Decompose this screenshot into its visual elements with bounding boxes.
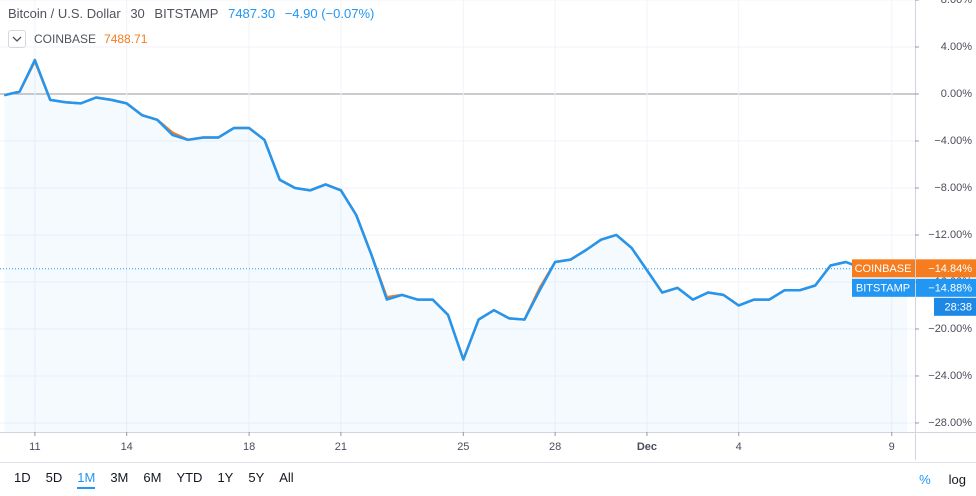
y-tick-label: 8.00%: [941, 0, 972, 6]
bottom-toolbar: 1D 5D 1M 3M 6M YTD 1Y 5Y All % log: [0, 462, 976, 496]
y-tick-label: −4.00%: [934, 135, 972, 147]
series-line: [4, 58, 908, 361]
scale-buttons: % log: [901, 472, 966, 487]
x-tick-label: 21: [335, 441, 347, 453]
compare-price: 7488.71: [104, 32, 148, 46]
range-button[interactable]: 3M: [110, 470, 129, 485]
change: −4.90 (−0.07%): [284, 6, 375, 21]
range-button[interactable]: 1Y: [217, 470, 234, 485]
x-tick-label: Dec: [637, 441, 657, 453]
last-value-tag: [916, 259, 976, 278]
range-button[interactable]: 6M: [143, 470, 162, 485]
y-tick-label: −20.00%: [928, 323, 972, 335]
last-value-tag: [916, 278, 976, 297]
range-button[interactable]: YTD: [176, 470, 203, 485]
scale-button[interactable]: log: [948, 472, 966, 487]
last-value-label: −14.88%: [928, 283, 972, 295]
x-tick-label: 25: [457, 441, 469, 453]
x-tick-label: 28: [549, 441, 561, 453]
price: 7487.30: [228, 6, 276, 21]
range-button[interactable]: 1M: [77, 470, 96, 489]
series-name-tag-text: BITSTAMP: [856, 283, 910, 295]
x-tick-label: 14: [121, 441, 133, 453]
y-tick-label: 0.00%: [941, 88, 972, 100]
chart: 8.00%4.00%0.00%−4.00%−8.00%−12.00%−16.00…: [0, 0, 976, 460]
y-tick-label: −8.00%: [934, 182, 972, 194]
interval: 30: [130, 6, 145, 21]
chevron-icon: [12, 36, 22, 42]
symbol: Bitcoin / U.S. Dollar: [8, 6, 121, 21]
legend-header: Bitcoin / U.S. Dollar 30 BITSTAMP 7487.3…: [8, 6, 380, 21]
series-name-tag-text: COINBASE: [855, 263, 912, 275]
y-tick-label: 4.00%: [941, 41, 972, 53]
y-tick-label: −28.00%: [928, 417, 972, 429]
compare-symbol: COINBASE: [34, 32, 97, 46]
x-tick-label: 18: [243, 441, 255, 453]
x-tick-label: 11: [29, 441, 40, 453]
x-tick-label: 9: [889, 441, 895, 453]
series-name-tag: [852, 278, 915, 297]
collapse-button[interactable]: [8, 30, 26, 48]
series-name-tag: [852, 259, 915, 278]
countdown: 28:38: [944, 302, 972, 314]
range-button[interactable]: 5Y: [248, 470, 265, 485]
range-button[interactable]: 1D: [14, 470, 31, 485]
x-tick-label: 4: [736, 441, 742, 453]
range-buttons: 1D 5D 1M 3M 6M YTD 1Y 5Y All: [14, 470, 309, 489]
series-area: [4, 59, 908, 433]
range-button[interactable]: 5D: [45, 470, 63, 485]
last-value-label: −14.84%: [928, 263, 972, 275]
y-tick-label: −12.00%: [928, 229, 972, 241]
y-tick-label: −24.00%: [928, 370, 972, 382]
compare-legend: COINBASE 7488.71: [8, 30, 147, 48]
countdown-tag: [934, 297, 976, 316]
exchange: BITSTAMP: [154, 6, 219, 21]
scale-button[interactable]: %: [919, 472, 931, 487]
range-button[interactable]: All: [279, 470, 294, 485]
